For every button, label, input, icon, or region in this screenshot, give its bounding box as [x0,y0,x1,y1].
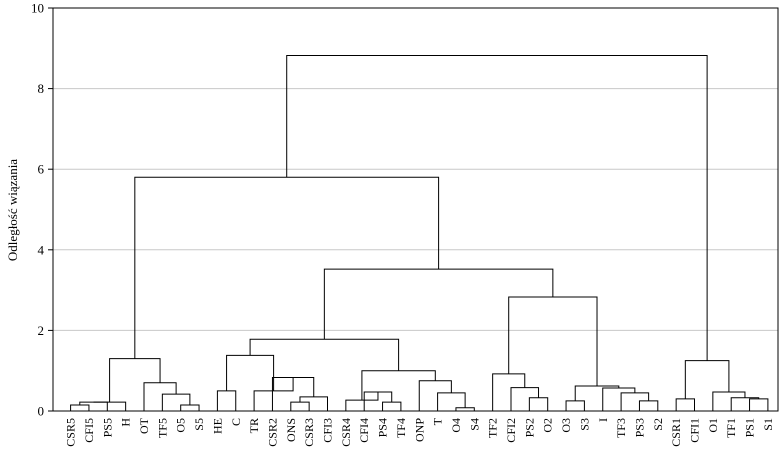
dendrogram-link [323,268,554,340]
y-tick-label: 0 [38,404,45,419]
leaf-label: PS3 [632,418,646,437]
leaf-label: S3 [577,418,591,431]
leaf-label: C [229,418,243,426]
dendrogram-link [565,400,585,411]
dendrogram-link [730,397,760,411]
leaf-label: TF1 [724,418,738,438]
leaf-label: CSR5 [64,418,78,447]
dendrogram-link [134,176,440,359]
y-tick-label: 2 [38,323,45,338]
leaf-label: TF3 [614,418,628,438]
leaf-label: H [119,418,133,427]
dendrogram-link [492,373,526,411]
y-tick-label: 8 [38,81,45,96]
leaf-label: PS2 [522,418,536,437]
leaf-label: CFI4 [357,418,371,443]
leaf-label: O1 [706,418,720,433]
dendrogram-link [510,387,540,411]
leaf-label: TF4 [394,418,408,438]
leaf-label: T [431,417,445,425]
leaf-label: CFI3 [321,418,335,443]
leaf-label: TF5 [155,418,169,438]
dendrogram-link [602,387,636,411]
dendrogram-link [418,380,452,411]
leaf-label: TR [247,418,261,433]
leaf-label: CFI5 [82,418,96,443]
dendrogram-link [675,398,695,411]
leaf-label: CSR4 [339,418,353,447]
y-tick-label: 4 [38,242,45,257]
dendrogram-link [216,390,237,411]
dendrogram-link [382,401,402,411]
leaf-label: OT [137,417,151,434]
dendrogram-link [638,400,659,411]
dendrogram-link [161,393,191,411]
leaf-label: PS1 [743,418,757,437]
dendrogram-link [70,404,90,411]
dendrogram-link [226,354,275,391]
dendrogram-link [508,296,598,387]
leaf-label: O3 [559,418,573,433]
dendrogram-link [109,358,161,403]
leaf-label: CSR1 [669,418,683,447]
dendrogram-link [361,370,436,401]
dendrogram-link [712,391,746,411]
y-axis-ticks: 0 2 4 6 8 10 [31,1,53,419]
leaf-label: S4 [467,418,481,431]
leaf-label: PS5 [100,418,114,437]
leaf-label: S2 [651,418,665,431]
leaf-labels: CSR5 CFI5 PS5 H OT TF5 O5 S5 HE C TR CSR2 ONS CSR3 CFI… [64,417,775,446]
y-tick-label: 10 [31,1,44,16]
leaf-label: ONP [412,418,426,442]
dendrogram-link [286,55,708,361]
dendrogram-link [143,382,177,411]
y-axis-title: Odległość wiązania [5,159,20,261]
leaf-label: I [596,418,610,422]
leaf-label: CFI2 [504,418,518,443]
leaf-label: S1 [761,418,775,431]
leaf-label: HE [210,418,224,434]
dendrogram-link [180,404,200,411]
leaf-label: TF2 [486,418,500,438]
dendrogram-link [684,360,730,399]
dendrogram-link [93,401,127,411]
leaf-label: S5 [192,418,206,431]
dendrogram-link [528,397,549,411]
dendrogram-link [437,392,466,411]
leaf-label: CSR3 [302,418,316,447]
plot-frame [52,7,779,412]
leaf-label: CSR2 [265,418,279,447]
leaf-label: ONS [284,418,298,442]
dendrogram-link [290,401,310,411]
grid-lines [53,88,778,331]
dendrogram-branches [70,55,769,411]
leaf-label: CFI1 [688,418,702,443]
dendrogram-link [79,401,108,411]
leaf-label: O5 [174,418,188,433]
leaf-label: O2 [541,418,555,433]
leaf-label: PS4 [376,418,390,437]
dendrogram-link [620,392,650,411]
dendrogram-link [299,396,328,411]
dendrogram-link [749,398,769,411]
leaf-label: O4 [449,418,463,433]
y-tick-label: 6 [38,162,45,177]
